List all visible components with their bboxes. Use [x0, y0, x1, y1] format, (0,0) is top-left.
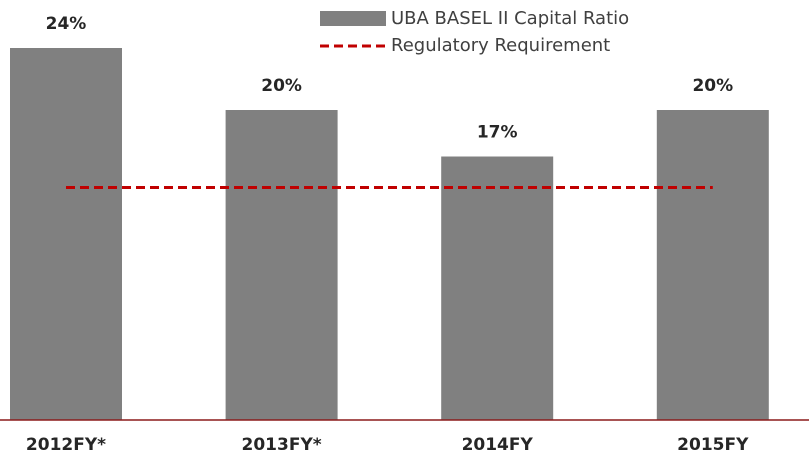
- value-label: 17%: [477, 123, 518, 143]
- bar: [225, 110, 338, 420]
- legend-label: UBA BASEL II Capital Ratio: [391, 8, 629, 29]
- value-label: 20%: [692, 76, 733, 96]
- x-tick-label: 2014FY: [462, 435, 534, 455]
- value-label: 20%: [261, 76, 302, 96]
- x-tick-label: 2013FY*: [242, 435, 322, 455]
- x-tick-label: 2012FY*: [26, 435, 106, 455]
- bar: [656, 110, 769, 420]
- bar: [441, 156, 554, 420]
- value-label: 24%: [46, 14, 87, 34]
- legend-swatch: [320, 11, 386, 26]
- legend-label: Regulatory Requirement: [391, 35, 610, 56]
- x-tick-label: 2015FY: [677, 435, 749, 455]
- bar: [10, 48, 122, 420]
